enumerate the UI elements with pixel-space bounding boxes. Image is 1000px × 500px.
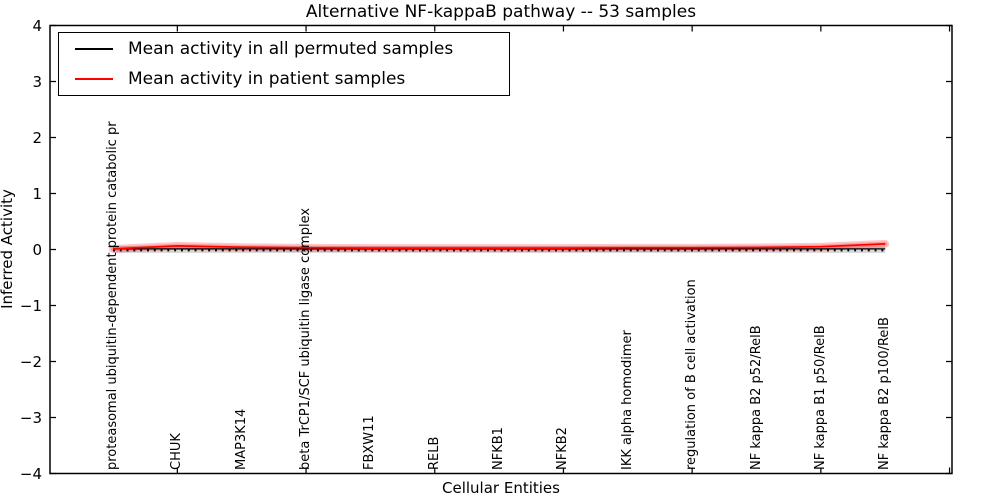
entity-tick-label: beta TrCP1/SCF ubiquitin ligase complex [298, 207, 314, 470]
legend-label: Mean activity in all permuted samples [128, 39, 454, 59]
y-tick-label: −2 [19, 352, 42, 371]
y-tick-label: −1 [19, 296, 42, 315]
legend-item-permuted: Mean activity in all permuted samples [75, 36, 509, 62]
legend-line-sample-black [75, 48, 113, 50]
entity-tick-label: FBXW11 [362, 415, 378, 470]
legend-box: Mean activity in all permuted samples Me… [58, 32, 510, 96]
y-tick-label: 3 [32, 72, 42, 91]
chart-title: Alternative NF-kappaB pathway -- 53 samp… [305, 2, 697, 22]
entity-tick-label: NFKB1 [491, 427, 507, 470]
y-tick-label: −4 [19, 464, 42, 483]
legend-item-patient: Mean activity in patient samples [75, 66, 509, 92]
x-axis-label: Cellular Entities [442, 479, 560, 497]
entity-tick-label: MAP3K14 [233, 408, 249, 470]
y-tick-label: 4 [32, 16, 42, 35]
y-tick-label: −3 [19, 408, 42, 427]
y-tick-label: 2 [32, 128, 42, 147]
legend-label: Mean activity in patient samples [128, 69, 406, 89]
entity-tick-label: proteasomal ubiquitin-dependent protein … [105, 121, 120, 470]
entity-tick-label: IKK alpha homodimer [619, 330, 635, 470]
entity-tick-label: NFKB2 [555, 427, 571, 470]
entity-tick-label: NF kappa B2 p52/RelB [748, 325, 764, 470]
y-tick-label: 1 [32, 184, 42, 203]
entity-tick-label: CHUK [169, 433, 185, 470]
y-tick-label: 0 [32, 240, 42, 259]
patient-mean-line [112, 243, 886, 250]
entity-tick-label: NF kappa B2 p100/RelB [877, 317, 893, 470]
entity-tick-label: NF kappa B1 p50/RelB [812, 325, 828, 470]
legend-line-sample-red [75, 78, 113, 80]
entity-tick-label: regulation of B cell activation [684, 279, 700, 470]
entity-tick-label: RELB [426, 436, 442, 470]
